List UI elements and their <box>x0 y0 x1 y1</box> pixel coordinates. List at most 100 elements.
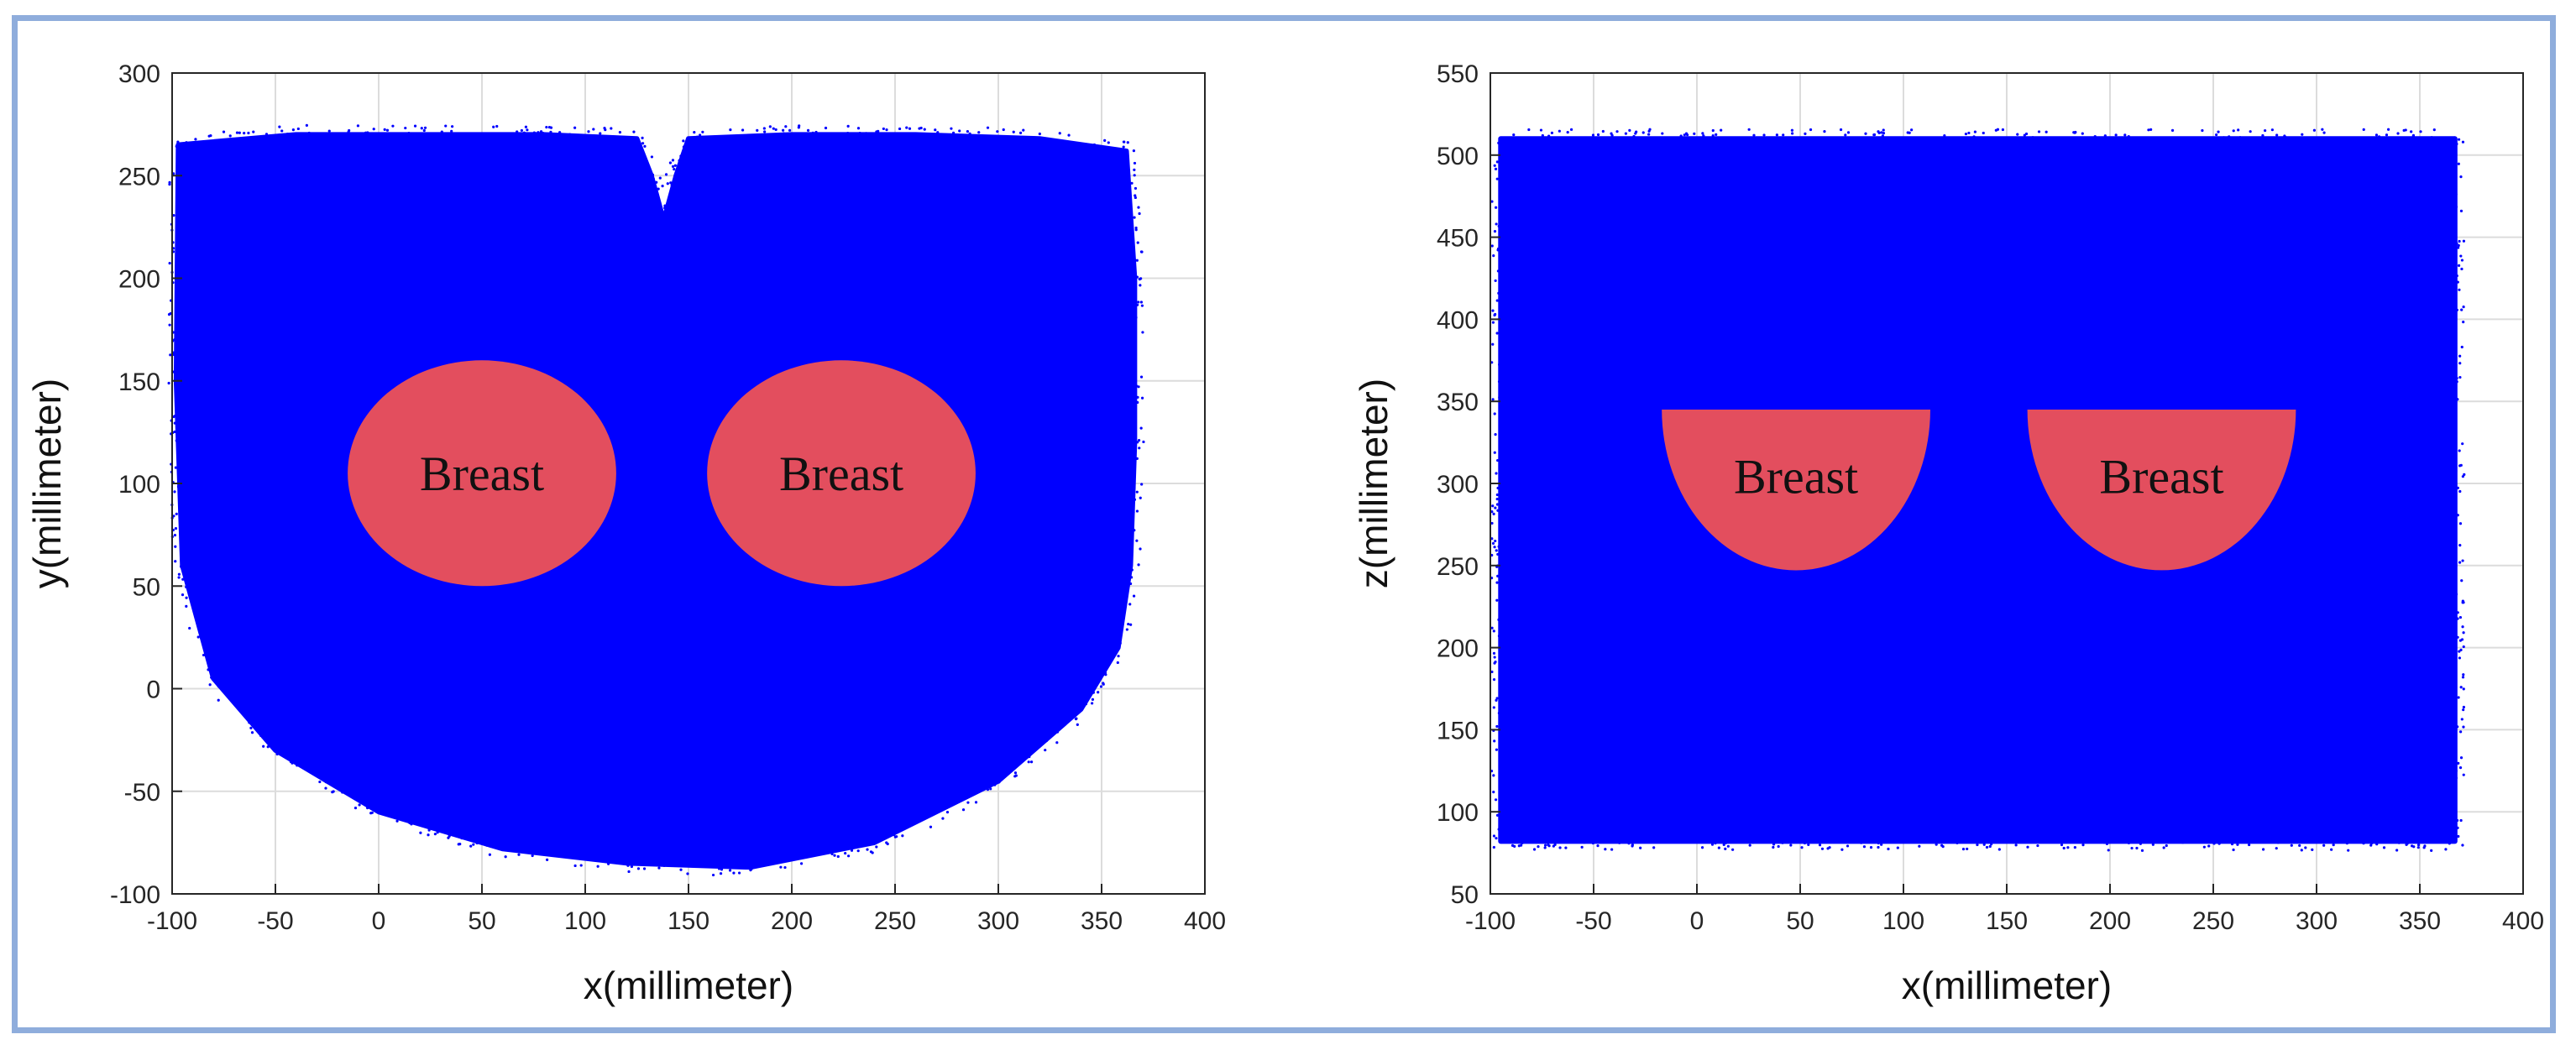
point-speckle <box>214 665 217 668</box>
point-speckle <box>719 872 723 875</box>
point-speckle <box>179 307 182 311</box>
point-speckle <box>670 183 673 187</box>
point-speckle <box>1506 358 1511 362</box>
point-speckle <box>804 135 807 139</box>
point-speckle <box>2081 844 2085 847</box>
point-speckle <box>2066 846 2070 849</box>
point-speckle <box>202 653 206 657</box>
point-speckle <box>699 145 703 149</box>
y-tick-label: 350 <box>1437 389 1479 416</box>
point-speckle <box>1064 720 1067 724</box>
point-speckle <box>1002 128 1005 132</box>
point-speckle <box>291 128 295 132</box>
point-speckle <box>1491 398 1495 401</box>
point-speckle <box>1495 724 1499 729</box>
point-speckle <box>290 754 293 757</box>
point-speckle <box>1500 210 1504 214</box>
point-speckle <box>2462 725 2465 729</box>
point-speckle <box>2406 842 2409 845</box>
point-speckle <box>705 861 709 865</box>
point-speckle <box>1826 847 1830 850</box>
point-speckle <box>1116 603 1119 606</box>
point-speckle <box>1982 131 1985 135</box>
point-speckle <box>1711 133 1715 138</box>
point-speckle <box>2450 544 2453 548</box>
point-speckle <box>587 130 590 133</box>
point-speckle <box>1505 658 1508 662</box>
point-speckle <box>1125 241 1128 244</box>
point-speckle <box>882 137 887 141</box>
point-speckle <box>1678 138 1681 142</box>
point-speckle <box>441 821 444 824</box>
point-speckle <box>484 137 488 140</box>
point-speckle <box>1139 250 1144 253</box>
point-speckle <box>639 158 642 161</box>
point-speckle <box>1757 831 1761 835</box>
point-speckle <box>1497 545 1500 548</box>
point-speckle <box>1139 375 1144 379</box>
point-speckle <box>2081 132 2084 135</box>
point-speckle <box>2458 765 2463 770</box>
point-speckle <box>993 775 997 778</box>
point-speckle <box>1493 661 1496 665</box>
point-speckle <box>2237 128 2240 132</box>
point-speckle <box>1123 587 1127 590</box>
point-speckle <box>2300 849 2303 852</box>
point-speckle <box>2458 449 2461 452</box>
point-speckle <box>1555 139 1558 143</box>
point-speckle <box>1797 832 1800 835</box>
point-speckle <box>1051 732 1055 735</box>
x-tick-label: -50 <box>1575 907 1611 935</box>
point-speckle <box>2455 308 2458 311</box>
point-speckle <box>2459 648 2463 651</box>
point-speckle <box>1498 750 1501 754</box>
point-speckle <box>177 576 181 579</box>
point-speckle <box>2446 782 2449 786</box>
point-speckle <box>1539 128 1543 132</box>
point-speckle <box>799 862 804 865</box>
point-speckle <box>2419 130 2422 133</box>
point-speckle <box>1495 497 1499 501</box>
point-speckle <box>187 571 191 574</box>
point-speckle <box>2456 486 2459 489</box>
point-speckle <box>989 787 992 791</box>
point-speckle <box>2395 849 2399 852</box>
point-speckle <box>904 822 908 825</box>
point-speckle <box>262 744 265 748</box>
point-speckle <box>2108 143 2112 147</box>
y-tick-label: 500 <box>1437 143 1479 170</box>
point-speckle <box>1552 144 1555 147</box>
point-speckle <box>1500 282 1503 286</box>
point-speckle <box>2462 305 2465 309</box>
point-speckle <box>2305 137 2308 140</box>
point-speckle <box>1516 139 1519 143</box>
point-speckle <box>727 863 730 867</box>
point-speckle <box>2456 635 2459 639</box>
point-speckle <box>2205 142 2208 145</box>
point-speckle <box>2451 770 2455 774</box>
point-speckle <box>2454 205 2458 209</box>
point-speckle <box>1139 547 1142 551</box>
point-speckle <box>2356 838 2360 841</box>
point-speckle <box>2123 145 2127 149</box>
point-speckle <box>1136 441 1139 444</box>
point-speckle <box>1775 133 1778 137</box>
point-speckle <box>1505 166 1508 170</box>
point-speckle <box>194 138 197 141</box>
point-speckle <box>2448 407 2451 411</box>
point-speckle <box>993 783 997 786</box>
point-speckle <box>2450 351 2453 354</box>
point-speckle <box>672 214 675 217</box>
point-speckle <box>1024 746 1027 750</box>
breast-region <box>2027 409 2296 571</box>
point-speckle <box>1051 729 1055 733</box>
point-speckle <box>1701 132 1704 135</box>
point-speckle <box>1103 671 1107 675</box>
point-speckle <box>1492 629 1495 633</box>
point-speckle <box>1492 845 1495 849</box>
point-speckle <box>229 697 233 702</box>
point-speckle <box>173 414 177 418</box>
point-speckle <box>1128 582 1133 586</box>
point-speckle <box>895 835 898 838</box>
point-speckle <box>1497 618 1500 621</box>
